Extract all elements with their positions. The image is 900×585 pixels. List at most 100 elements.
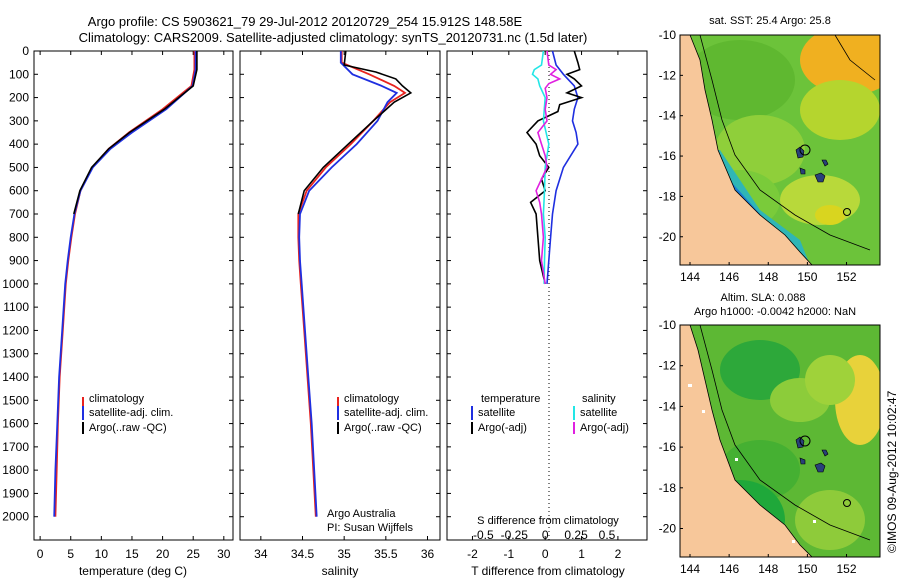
series-line: [546, 50, 579, 284]
depth-tick-label: 300: [9, 114, 29, 128]
depth-tick-label: 1300: [2, 347, 29, 361]
legend-sal-argo-label: Argo(-adj): [580, 422, 629, 434]
temperature-legend: climatology satellite-adj. clim. Argo(..…: [82, 393, 173, 434]
lon-tick-label: 144: [680, 562, 700, 576]
lon-tick-label: 152: [837, 270, 857, 284]
depth-tick-label: 0: [22, 44, 29, 58]
x-tick-label: 15: [125, 547, 139, 561]
temperature-lines: [53, 51, 198, 517]
depth-tick-label: 700: [9, 207, 29, 221]
lon-tick-label: 144: [680, 270, 700, 284]
depth-tick-label: 1800: [2, 463, 29, 477]
depth-tick-label: 2000: [2, 510, 29, 524]
profile-note-line2: PI: Susan Wijffels: [327, 522, 413, 534]
s-tick-label: 0.25: [564, 528, 588, 542]
imos-timestamp: ©IMOS 09-Aug-2012 10:02:47: [885, 390, 899, 553]
lat-tick-label: -14: [659, 109, 677, 123]
figure-title-line2: Climatology: CARS2009. Satellite-adjuste…: [79, 30, 588, 45]
sla-map-title-line2: Argo h1000: -0.0042 h2000: NaN: [694, 306, 856, 318]
legend-temp-argo-label: Argo(-adj): [478, 422, 527, 434]
x-tick-label: 34.5: [291, 547, 315, 561]
sla-field: [680, 325, 880, 557]
depth-tick-label: 1200: [2, 323, 29, 337]
s-tick-label: 0.5: [599, 528, 616, 542]
legend-climatology-label: climatology: [344, 393, 400, 405]
lat-tick-label: -20: [659, 522, 677, 536]
salinity-x-label: salinity: [322, 564, 359, 578]
difference-legend: temperature salinity satellite Argo(-adj…: [471, 393, 629, 434]
salinity-y-ticks: [240, 50, 440, 518]
series-line: [531, 50, 550, 284]
series-line: [297, 50, 413, 215]
temperature-panel: 0100200300400500600700800900100011001200…: [2, 44, 234, 578]
profile-note-line1: Argo Australia: [327, 508, 396, 520]
series-line: [298, 51, 399, 517]
temperature-x-label: temperature (deg C): [79, 564, 187, 578]
legend-satellite-label: satellite-adj. clim.: [89, 407, 173, 419]
temperature-x-axis: 0 5 10 15 20 25 30: [37, 51, 231, 561]
lat-tick-label: -14: [659, 399, 677, 413]
difference-lines: [525, 50, 585, 285]
lon-tick-label: 150: [797, 562, 817, 576]
lat-tick-label: -20: [659, 230, 677, 244]
series-line: [54, 51, 196, 517]
lat-tick-label: -16: [659, 440, 677, 454]
figure-title-line1: Argo profile: CS 5903621_79 29-Jul-2012 …: [88, 14, 523, 29]
legend-sal-satellite-label: satellite: [580, 407, 617, 419]
lat-tick-label: -18: [659, 189, 677, 203]
depth-tick-label: 1700: [2, 440, 29, 454]
x-tick-label: 5: [67, 547, 74, 561]
difference-y-ticks: [447, 50, 647, 518]
legend-satellite-label: satellite-adj. clim.: [344, 407, 428, 419]
x-tick-label: -1: [503, 547, 514, 561]
s-difference-label: S difference from climatology: [477, 515, 619, 527]
x-tick-label: 10: [95, 547, 109, 561]
depth-tick-label: 200: [9, 91, 29, 105]
legend-salinity-header: salinity: [582, 393, 616, 405]
x-tick-label: 30: [217, 547, 231, 561]
legend-argo-label: Argo(..raw -QC): [344, 422, 422, 434]
sla-map: Altim. SLA: 0.088 Argo h1000: -0.0042 h2…: [659, 292, 881, 576]
depth-tick-label: 1500: [2, 393, 29, 407]
lon-tick-label: 150: [797, 270, 817, 284]
legend-climatology-label: climatology: [89, 393, 145, 405]
depth-tick-label: 100: [9, 67, 29, 81]
sst-map: sat. SST: 25.4 Argo: 25.8 -10 -12 -14 -16: [659, 15, 881, 284]
x-tick-label: 0: [542, 547, 549, 561]
x-tick-label: 20: [156, 547, 170, 561]
salinity-legend: climatology satellite-adj. clim. Argo(..…: [337, 393, 428, 434]
lat-tick-label: -10: [659, 318, 677, 332]
sla-map-title-line1: Altim. SLA: 0.088: [721, 292, 806, 304]
series-line: [525, 50, 585, 285]
depth-tick-label: 800: [9, 230, 29, 244]
x-tick-label: 36: [421, 547, 435, 561]
depth-tick-label: 900: [9, 254, 29, 268]
depth-axis: 0 100 200 300 400 500 600 700 800 900 1000 1100 1200…: [2, 44, 233, 524]
lon-tick-label: 148: [758, 270, 778, 284]
lon-tick-label: 146: [719, 562, 739, 576]
s-tick-label: 0: [542, 528, 549, 542]
depth-tick-label: 1600: [2, 417, 29, 431]
x-tick-label: 34: [254, 547, 268, 561]
x-tick-label: 1: [578, 547, 585, 561]
x-tick-label: 35: [337, 547, 351, 561]
x-tick-label: -2: [467, 547, 478, 561]
depth-tick-label: 1000: [2, 277, 29, 291]
sst-map-title: sat. SST: 25.4 Argo: 25.8: [709, 15, 831, 27]
sst-map-axes: -10 -12 -14 -16 -18 -20 144 146 148 150 152: [659, 28, 857, 284]
x-tick-label: 0: [37, 547, 44, 561]
depth-tick-label: 1100: [3, 300, 29, 314]
salinity-lines: [297, 50, 413, 517]
legend-temp-satellite-label: satellite: [478, 407, 515, 419]
depth-tick-label: 500: [9, 160, 29, 174]
lat-tick-label: -10: [659, 28, 677, 42]
s-tick-label: -0.5: [473, 528, 494, 542]
series-line: [73, 51, 198, 215]
lat-tick-label: -12: [659, 359, 677, 373]
lat-tick-label: -18: [659, 481, 677, 495]
depth-tick-label: 600: [9, 184, 29, 198]
salinity-panel: 34 34.5 35 35.5 36 climatology satellite-adj…: [239, 50, 441, 578]
lon-tick-label: 148: [758, 562, 778, 576]
salinity-x-axis: 34 34.5 35 35.5 36: [254, 51, 434, 561]
series-line: [297, 51, 407, 517]
